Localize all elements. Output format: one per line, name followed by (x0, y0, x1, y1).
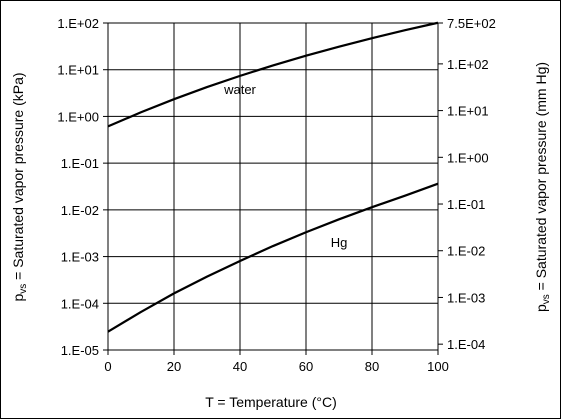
series-label-hg: Hg (331, 235, 348, 250)
y-tick-label: 1.E-01 (61, 156, 99, 171)
x-tick-label: 0 (104, 359, 111, 374)
series-line-water (107, 21, 439, 128)
x-axis-title: T = Temperature (°C) (205, 394, 337, 410)
x-tick-label: 40 (233, 359, 247, 374)
x-tick-label: 20 (167, 359, 181, 374)
y-axis-title: pvs = Saturated vapor pressure (kPa) (10, 72, 29, 301)
y2-tick-label: 1.E+02 (447, 57, 489, 72)
series-lines (107, 21, 439, 333)
y2-axis-title: pvs = Saturated vapor pressure (mm Hg) (533, 62, 552, 312)
y-tick-label: 1.E+00 (57, 109, 99, 124)
x-tick-label: 60 (299, 359, 313, 374)
y2-tick-label: 1.E-01 (447, 197, 485, 212)
tick-labels: 0 20 40 60 80 100 1.E-05 1.E-04 1.E-03 1.E-02 1.E-… (57, 16, 495, 374)
y-tick-label: 1.E-05 (61, 343, 99, 358)
y2-tick-label: 1.E-04 (447, 337, 485, 352)
y-tick-label: 1.E+02 (57, 16, 99, 31)
y-tick-label: 1.E-03 (61, 250, 99, 265)
y-tick-label: 1.E+01 (57, 63, 99, 78)
x-tick-label: 80 (365, 359, 379, 374)
y-tick-label: 1.E-02 (61, 203, 99, 218)
y2-tick-label: 1.E-02 (447, 244, 485, 259)
y2-tick-label: 1.E-03 (447, 290, 485, 305)
y-tick-label: 1.E-04 (61, 296, 99, 311)
y2-tick-label: 1.E+01 (447, 104, 489, 119)
plot-area-border (107, 22, 439, 351)
y2-tick-label: 1.E+00 (447, 150, 489, 165)
series-label-water: water (223, 82, 256, 97)
grid (103, 22, 443, 355)
y2-tick-label: 7.5E+02 (447, 16, 496, 31)
series-labels: water Hg (223, 82, 347, 250)
series-line-hg (107, 182, 439, 333)
x-tick-label: 100 (427, 359, 449, 374)
